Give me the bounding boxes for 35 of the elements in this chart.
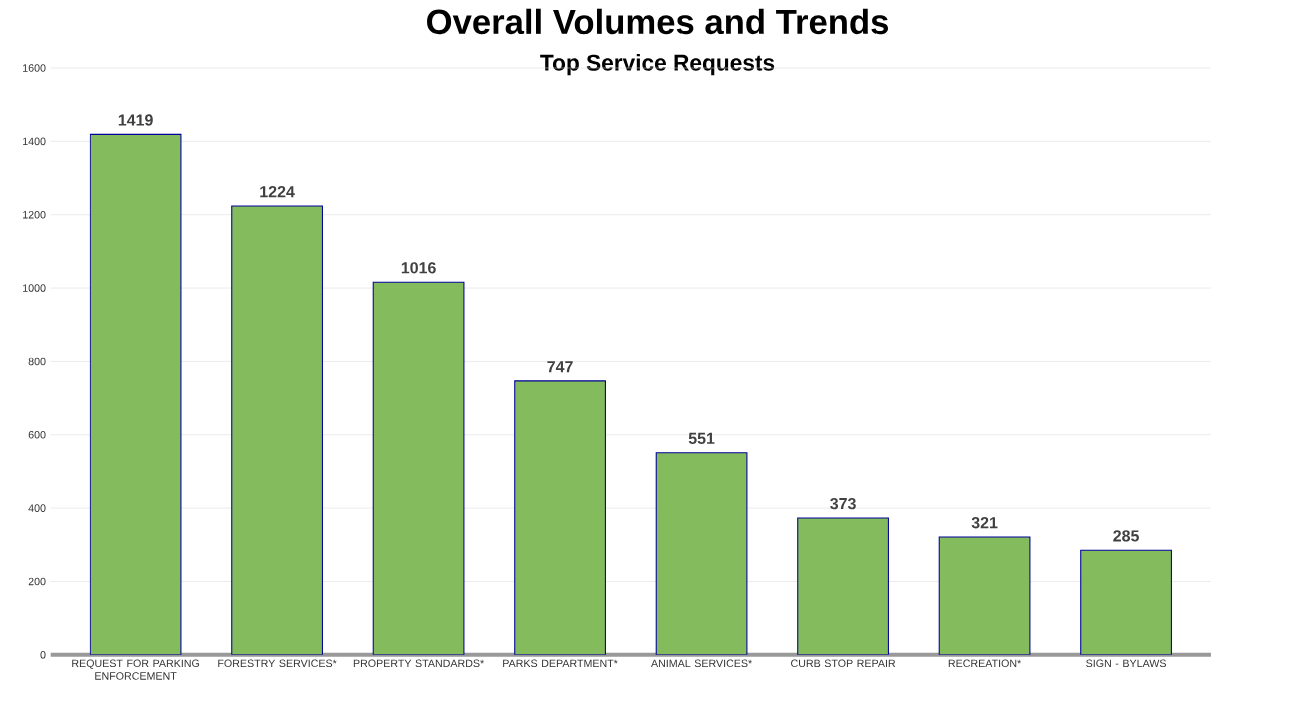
bar — [1080, 550, 1172, 656]
data-label: 551 — [688, 433, 715, 445]
data-label: 1419 — [118, 114, 153, 126]
data-label: 285 — [1113, 530, 1139, 542]
x-tick-label: RECREATION* — [948, 659, 1022, 668]
y-tick-label: 1600 — [23, 64, 46, 73]
bar — [372, 281, 465, 656]
data-label: 1224 — [260, 186, 295, 198]
y-tick-label: 1200 — [23, 211, 46, 219]
chart-title: Overall Volumes and Trends — [427, 8, 889, 35]
data-label: 321 — [971, 517, 998, 529]
y-tick-label: 400 — [28, 504, 46, 513]
bar — [655, 452, 748, 656]
chart-subtitle: Top Service Requests — [540, 54, 775, 76]
x-tick-label: ANIMAL SERVICES* — [651, 659, 753, 668]
y-tick-label: 0 — [40, 651, 46, 659]
bar — [938, 536, 1031, 656]
y-tick-label: 1400 — [23, 137, 46, 146]
data-label: 747 — [547, 361, 573, 373]
data-label: 1016 — [401, 262, 436, 274]
y-tick-label: 800 — [28, 357, 46, 366]
y-tick-label: 200 — [28, 577, 46, 586]
y-tick-label: 1000 — [23, 284, 46, 293]
x-tick-label: SIGN - BYLAWS — [1086, 659, 1166, 668]
bar — [514, 380, 606, 656]
bar — [231, 205, 323, 656]
data-label: 373 — [830, 498, 856, 510]
bar — [89, 134, 182, 656]
y-tick-label: 600 — [28, 431, 46, 439]
x-tick-label: REQUEST FOR PARKING ENFORCEMENT — [72, 659, 200, 680]
x-tick-label: FORESTRY SERVICES* — [218, 659, 337, 668]
x-tick-label: CURB STOP REPAIR — [791, 659, 896, 668]
x-tick-label: PROPERTY STANDARDS* — [353, 659, 485, 668]
x-tick-label: PARKS DEPARTMENT* — [503, 659, 618, 668]
bar — [797, 517, 889, 656]
